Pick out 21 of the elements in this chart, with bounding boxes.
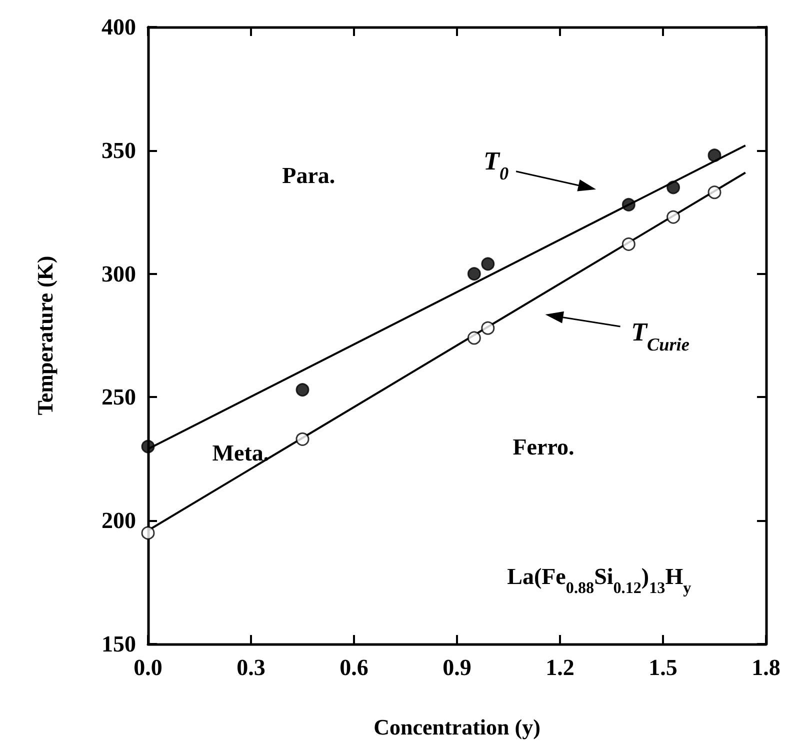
annotation: La(Fe$_{0.88}$Si$_{0.12}$)$_{13}$H$_{y}$ <box>507 564 692 597</box>
x-tick-label: 0.3 <box>236 655 266 680</box>
x-tick-label: 0.6 <box>340 655 368 680</box>
y-tick-label: 400 <box>102 14 136 40</box>
x-tick-label: 1.5 <box>648 655 678 680</box>
y-tick-label: 200 <box>102 508 136 534</box>
x-tick-label: 0.9 <box>442 655 472 680</box>
legend-label: T$_{Curie}$ <box>631 317 690 354</box>
y-tick-label: 300 <box>102 261 136 286</box>
x-axis-title: Concentration (y) <box>374 714 540 740</box>
y-tick-label: 350 <box>102 138 136 163</box>
text: T$_{0}$ <box>484 146 509 184</box>
annotation: Ferro. <box>512 434 574 460</box>
y-tick-label: 250 <box>102 384 136 410</box>
x-tick-label: 1.2 <box>546 655 574 680</box>
annotation: Para. <box>282 163 336 188</box>
annotation: Meta. <box>212 440 270 466</box>
y-axis-title: Temperature (K) <box>32 256 58 416</box>
x-tick-label: 0.0 <box>134 655 162 680</box>
x-tick-label: 1.8 <box>752 655 780 680</box>
y-tick-label: 150 <box>102 632 136 656</box>
